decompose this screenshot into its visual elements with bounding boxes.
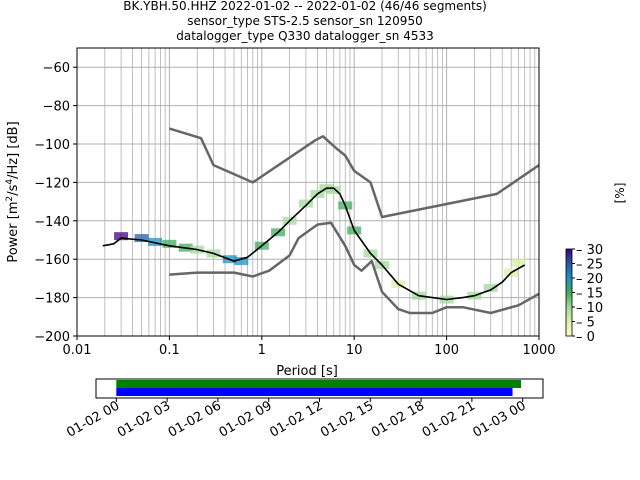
x-ticks: 0.01 0.1 1 10 100 1000 — [63, 336, 556, 358]
density-bin — [298, 199, 313, 208]
colorbar-tick-label: – 0 — [576, 330, 595, 345]
colorbar-tick-label: – 25 — [576, 258, 603, 273]
y-tick-label: −180 — [34, 292, 70, 307]
x-tick-label: 0.1 — [159, 343, 180, 358]
density-bin — [134, 234, 149, 243]
density-bins — [114, 184, 526, 304]
colorbar-ticks: – 0– 5– 10– 15– 20– 25– 30 — [572, 243, 603, 345]
y-tick-label: −120 — [34, 176, 70, 191]
timeline-tick-label: 01-02 15 — [318, 398, 376, 440]
timeline-tick-label: 01-02 18 — [369, 398, 427, 440]
density-bin — [148, 237, 163, 246]
chart-title-line-1: BK.YBH.50.HHZ 2022-01-02 -- 2022-01-02 (… — [123, 0, 487, 13]
colorbar-gradient — [565, 248, 573, 337]
y-axis-label: Power [m2/s4/Hz] [dB] — [5, 121, 21, 262]
psd-plot: 0.01 0.1 1 10 100 1000 −200 −180 −160 −140 −120 −1… — [5, 47, 556, 379]
noise-model-line — [169, 127, 539, 219]
chart-title-line-3: datalogger_type Q330 datalogger_sn 4533 — [176, 29, 434, 43]
x-tick-label: 100 — [434, 343, 459, 358]
series-lines — [102, 127, 539, 315]
colorbar-tick-label: – 20 — [576, 272, 603, 287]
y-tick-label: −160 — [34, 253, 70, 268]
density-bin — [162, 239, 177, 248]
timeline-tick-label: 01-02 06 — [166, 398, 224, 440]
y-ticks: −200 −180 −160 −140 −120 −100 −80 −60 — [34, 61, 77, 345]
y-tick-label: −80 — [43, 100, 70, 115]
timeline-tick-label: 01-02 12 — [267, 398, 325, 440]
timeline-tick-label: 01-02 21 — [420, 398, 478, 440]
density-bin — [234, 257, 249, 266]
mean-psd-line — [102, 187, 526, 301]
density-bin — [511, 259, 526, 268]
colorbar-tick-label: – 30 — [576, 243, 603, 258]
availability-bar — [116, 388, 513, 396]
colorbar: – 0– 5– 10– 15– 20– 25– 30 [%] — [565, 183, 627, 345]
timeline-tick-label: 01-02 00 — [64, 398, 122, 440]
colorbar-tick-label: – 5 — [576, 316, 595, 331]
timeline-tick-label: 01-03 00 — [471, 398, 529, 440]
plot-frame — [76, 47, 540, 337]
x-tick-label: 0.01 — [63, 343, 92, 358]
density-bin — [114, 232, 129, 241]
timeline-tick-label: 01-02 03 — [115, 398, 173, 440]
colorbar-label: [%] — [613, 183, 627, 204]
x-tick-label: 10 — [346, 343, 363, 358]
colorbar-tick-label: – 15 — [576, 287, 603, 302]
density-bin — [326, 186, 341, 195]
y-tick-label: −140 — [34, 215, 70, 230]
y-tick-label: −100 — [34, 138, 70, 153]
timeline-tick-label: 01-02 09 — [217, 398, 275, 440]
x-tick-label: 1000 — [522, 343, 555, 358]
x-axis-label: Period [s] — [276, 364, 338, 379]
y-tick-label: −60 — [43, 61, 70, 76]
y-tick-label: −200 — [34, 330, 70, 345]
chart-title-line-2: sensor_type STS-2.5 sensor_sn 120950 — [187, 14, 422, 28]
colorbar-tick-label: – 10 — [576, 301, 603, 316]
x-tick-label: 1 — [258, 343, 266, 358]
availability-bar — [116, 380, 521, 388]
noise-model-line — [169, 221, 539, 315]
availability-bars — [116, 380, 521, 396]
density-bin — [483, 284, 498, 292]
